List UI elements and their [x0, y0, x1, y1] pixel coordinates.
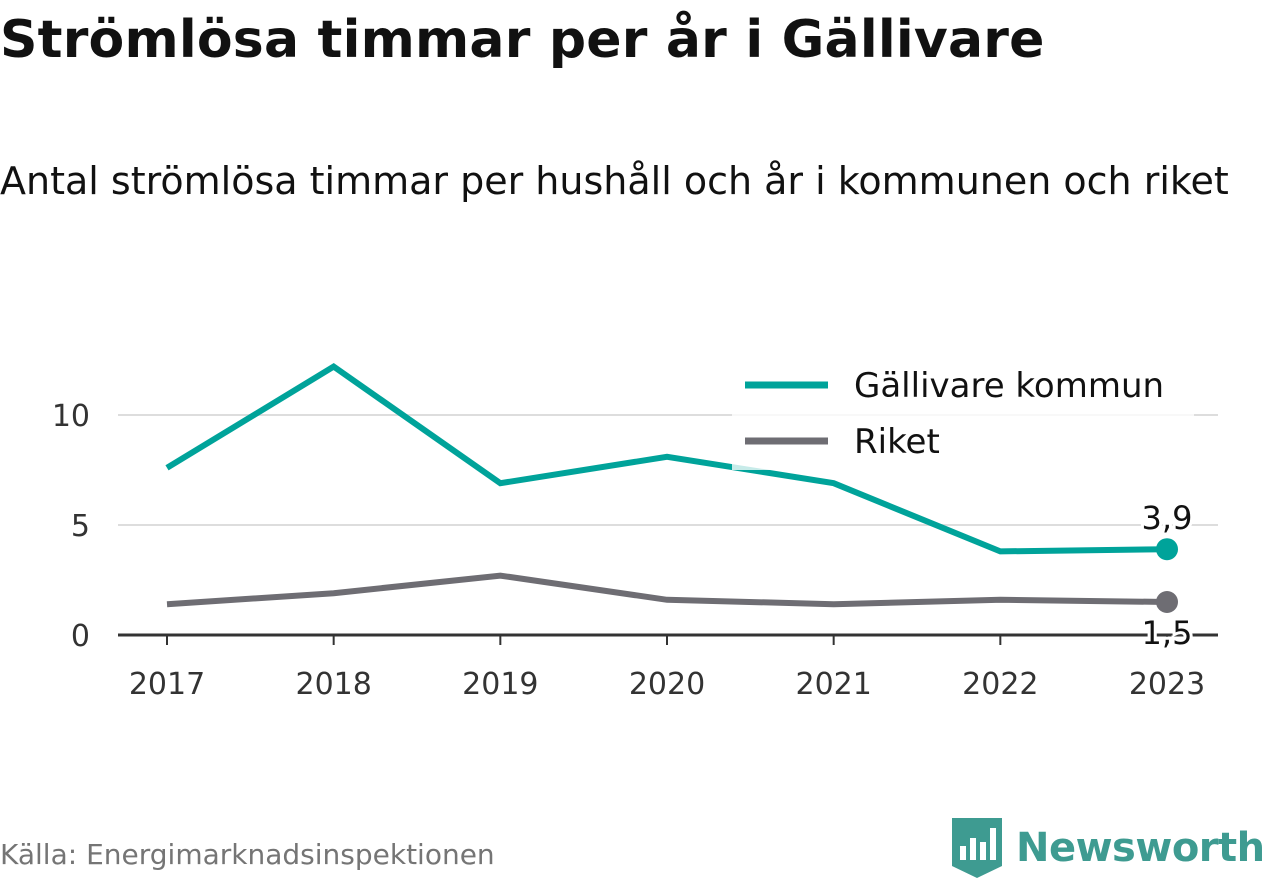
legend: Gällivare kommun Riket [732, 358, 1194, 470]
riket-line [166, 572, 1168, 608]
gallivare-line-end-point [1156, 538, 1178, 561]
end-value-labels: 3,9 1,5 [1139, 496, 1196, 655]
x-tick-label: 2017 [129, 667, 205, 702]
end-label-riket: 1,5 [1142, 614, 1193, 652]
x-tick-label: 2023 [1129, 667, 1205, 702]
y-tick-label: 10 [52, 399, 90, 434]
y-axis-ticks: 0 5 10 [52, 399, 90, 654]
x-tick-label: 2021 [795, 667, 871, 702]
y-tick-label: 0 [71, 619, 90, 654]
x-tick-label: 2019 [462, 667, 538, 702]
riket-line-end-point [1156, 591, 1178, 613]
series-lines [165, 363, 1178, 613]
source-note: Källa: Energimarknadsinspektionen [0, 838, 495, 871]
x-tick-label: 2020 [629, 667, 705, 702]
x-tick-label: 2022 [962, 667, 1038, 702]
legend-label-riket: Riket [854, 422, 940, 462]
newsworthy-logo: Newsworthy [952, 818, 1262, 878]
x-axis-ticks: 2017 2018 2019 2020 2021 2022 2023 [129, 635, 1205, 702]
legend-label-gallivare: Gällivare kommun [854, 366, 1164, 406]
y-tick-label: 5 [71, 509, 90, 544]
brand-name: Newsworthy [1016, 825, 1262, 871]
x-tick-label: 2018 [295, 667, 371, 702]
chart-title: Strömlösa timmar per år i Gällivare [0, 10, 1045, 70]
newsworthy-logo-icon [952, 818, 1002, 878]
gallivare-line [165, 363, 1168, 555]
end-label-gallivare: 3,9 [1142, 499, 1193, 537]
chart-subtitle: Antal strömlösa timmar per hushåll och å… [0, 159, 1229, 203]
legend-background [732, 358, 1194, 470]
